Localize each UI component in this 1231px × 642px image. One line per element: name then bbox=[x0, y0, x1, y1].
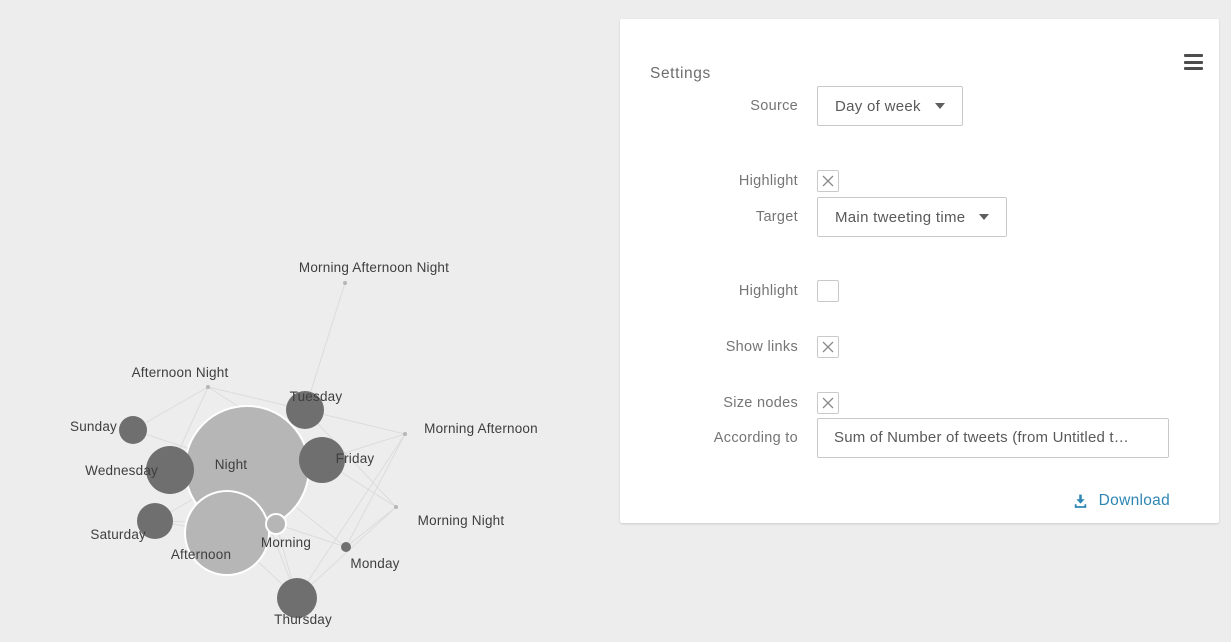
source-dropdown-value: Day of week bbox=[835, 97, 921, 115]
according-to-input[interactable]: Sum of Number of tweets (from Untitled t… bbox=[817, 418, 1169, 458]
graph-node-label-friday: Friday bbox=[336, 451, 375, 466]
graph-node-tuesday[interactable] bbox=[286, 391, 324, 429]
show-links-label: Show links bbox=[725, 339, 798, 355]
target-dropdown[interactable]: Main tweeting time bbox=[817, 197, 1008, 237]
x-mark-icon bbox=[822, 175, 834, 187]
hamburger-menu-icon[interactable] bbox=[1184, 54, 1203, 70]
highlight-target-label: Highlight bbox=[738, 283, 798, 299]
graph-edge-tuesday-mn bbox=[304, 409, 397, 508]
graph-node-mn[interactable] bbox=[394, 505, 398, 509]
download-icon bbox=[1074, 494, 1086, 508]
highlight-target-row: Highlight bbox=[620, 271, 1219, 311]
x-mark-icon bbox=[822, 341, 834, 353]
show-links-row: Show links bbox=[620, 327, 1219, 367]
graph-edge-tuesday-man bbox=[304, 282, 346, 411]
graph-node-label-sunday: Sunday bbox=[70, 419, 117, 434]
according-to-label: According to bbox=[713, 430, 798, 446]
graph-edge-sunday-an bbox=[132, 386, 209, 431]
graph-node-man[interactable] bbox=[343, 281, 347, 285]
chevron-down-icon bbox=[934, 103, 945, 109]
graph-node-label-night: Night bbox=[215, 457, 248, 472]
x-mark-icon bbox=[822, 397, 834, 409]
download-button[interactable]: Download bbox=[1072, 492, 1170, 510]
graph-node-label-afternoon: Afternoon bbox=[171, 547, 231, 562]
graph-node-ma[interactable] bbox=[403, 432, 407, 436]
target-label: Target bbox=[755, 209, 798, 225]
settings-panel: Settings Source Day of week Highlight bbox=[620, 19, 1219, 523]
network-graph: Night Afternoon Morning Morning Afternoon N… bbox=[0, 0, 620, 642]
panel-title: Settings bbox=[650, 65, 711, 82]
graph-edge-monday-ma bbox=[345, 433, 406, 548]
graph-node-label-monday: Monday bbox=[350, 556, 399, 571]
graph-node-label-mn: Morning Night bbox=[418, 513, 505, 528]
download-label: Download bbox=[1098, 492, 1170, 509]
highlight-source-checkbox[interactable] bbox=[817, 170, 839, 192]
size-nodes-checkbox[interactable] bbox=[817, 392, 839, 414]
chevron-down-icon bbox=[979, 214, 990, 220]
graph-node-label-man: Morning Afternoon Night bbox=[299, 260, 449, 275]
graph-node-afternoon[interactable] bbox=[184, 490, 270, 576]
size-nodes-row: Size nodes bbox=[620, 383, 1219, 423]
graph-node-wednesday[interactable] bbox=[146, 446, 194, 494]
graph-node-saturday[interactable] bbox=[137, 503, 173, 539]
graph-node-label-saturday: Saturday bbox=[90, 527, 146, 542]
target-dropdown-value: Main tweeting time bbox=[835, 208, 966, 226]
graph-node-label-an: Afternoon Night bbox=[132, 365, 229, 380]
show-links-checkbox[interactable] bbox=[817, 336, 839, 358]
network-graph-canvas[interactable]: Night Afternoon Morning Morning Afternoon N… bbox=[0, 0, 620, 642]
source-row: Source Day of week bbox=[620, 86, 1219, 126]
source-label: Source bbox=[750, 98, 798, 114]
graph-node-label-wednesday: Wednesday bbox=[85, 463, 158, 478]
graph-node-label-ma: Morning Afternoon bbox=[424, 421, 538, 436]
graph-node-an[interactable] bbox=[206, 385, 210, 389]
size-nodes-label: Size nodes bbox=[723, 395, 798, 411]
graph-edge-thursday-mn bbox=[296, 506, 397, 599]
highlight-target-checkbox[interactable] bbox=[817, 280, 839, 302]
graph-node-sunday[interactable] bbox=[119, 416, 147, 444]
graph-node-label-tuesday: Tuesday bbox=[290, 389, 343, 404]
graph-node-monday[interactable] bbox=[341, 542, 351, 552]
graph-node-label-thursday: Thursday bbox=[274, 612, 332, 627]
graph-edge-thursday-ma bbox=[296, 433, 406, 599]
according-to-row: According to Sum of Number of tweets (fr… bbox=[620, 418, 1219, 458]
highlight-source-label: Highlight bbox=[738, 173, 798, 189]
graph-node-label-morning: Morning bbox=[261, 535, 311, 550]
graph-node-thursday[interactable] bbox=[277, 578, 317, 618]
target-row: Target Main tweeting time bbox=[620, 197, 1219, 237]
highlight-source-row: Highlight bbox=[620, 161, 1219, 201]
graph-edge-monday-morning bbox=[275, 523, 347, 548]
graph-node-morning[interactable] bbox=[265, 513, 287, 535]
source-dropdown[interactable]: Day of week bbox=[817, 86, 963, 126]
graph-edge-monday-mn bbox=[345, 506, 397, 548]
graph-node-friday[interactable] bbox=[299, 437, 345, 483]
